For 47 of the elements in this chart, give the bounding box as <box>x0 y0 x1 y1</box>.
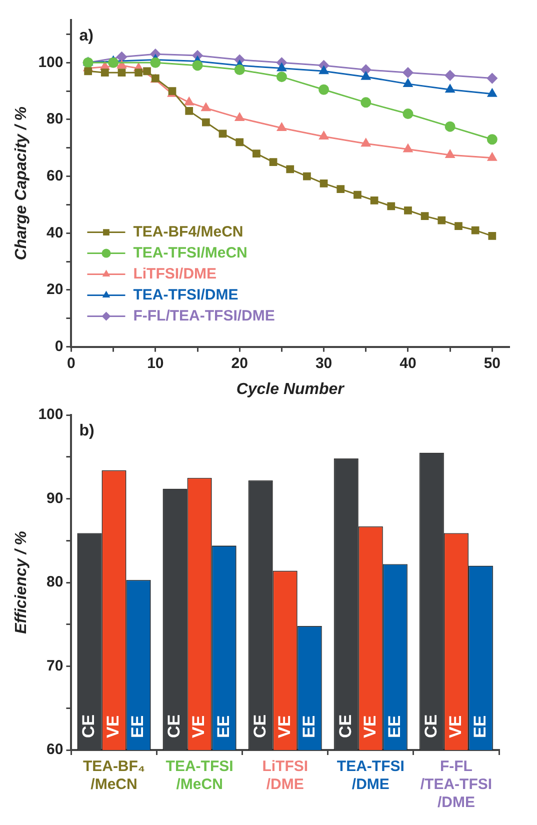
text: EE <box>470 715 490 738</box>
text: EE <box>128 715 148 738</box>
x-tick-label: 20 <box>231 354 248 372</box>
text: VE <box>274 715 294 738</box>
series-label: EE <box>299 715 318 738</box>
text: CE <box>79 714 98 738</box>
annotation: a) <box>79 27 94 44</box>
series-label: VE <box>104 715 123 738</box>
legend-label: F-FL/TEA-TFSI/DME <box>133 307 275 324</box>
y-tick-label: 20 <box>46 281 64 298</box>
text: VE <box>446 715 465 738</box>
x-tick-label: 30 <box>315 354 332 372</box>
y-axis-title: Efficiency / % <box>13 531 30 634</box>
legend-label: TEA-BF4/MeCN <box>133 223 244 240</box>
y-tick-label: 80 <box>46 110 64 128</box>
text: VE <box>360 715 380 738</box>
x-tick-label: F-FL/TEA-TFSI/DME <box>420 758 492 812</box>
y-tick-label: 90 <box>46 490 64 507</box>
text: EE <box>384 715 404 738</box>
text: VE <box>189 715 208 738</box>
text: CE <box>164 714 184 738</box>
x-tick-label: LiTFSI/DME <box>262 758 308 794</box>
text: EE <box>214 715 233 738</box>
legend-label: TEA-TFSI/DME <box>133 286 238 304</box>
x-tick-label: 0 <box>67 354 76 372</box>
annotation: b) <box>79 422 94 440</box>
x-tick-label: TEA-TFSI/DME <box>336 758 404 794</box>
text: CE <box>421 714 440 738</box>
y-tick-label: 80 <box>46 574 64 591</box>
x-tick-label: TEA-BF₄/MeCN <box>82 758 146 794</box>
x-tick-label: TEA-TFSI/MeCN <box>166 758 234 794</box>
x-tick-label: 40 <box>400 354 416 372</box>
x-tick-label: 50 <box>484 354 501 372</box>
y-tick-label: 0 <box>54 338 64 355</box>
legend-label: TEA-TFSI/MeCN <box>133 244 248 262</box>
y-tick-label: 40 <box>46 224 64 242</box>
x-tick-label: 10 <box>147 354 164 372</box>
y-tick-label: 60 <box>46 741 64 758</box>
y-tick-label: 100 <box>38 54 64 71</box>
x-axis-title: Cycle Number <box>236 380 345 398</box>
text: CE <box>250 714 270 738</box>
y-tick-label: 60 <box>46 167 64 184</box>
series-label: CE <box>336 714 355 738</box>
y-tick-label: 70 <box>46 657 64 674</box>
y-axis-title: Charge Capacity / % <box>13 106 30 260</box>
legend-label: LiTFSI/DME <box>133 265 217 282</box>
y-tick-label: 100 <box>38 406 64 424</box>
